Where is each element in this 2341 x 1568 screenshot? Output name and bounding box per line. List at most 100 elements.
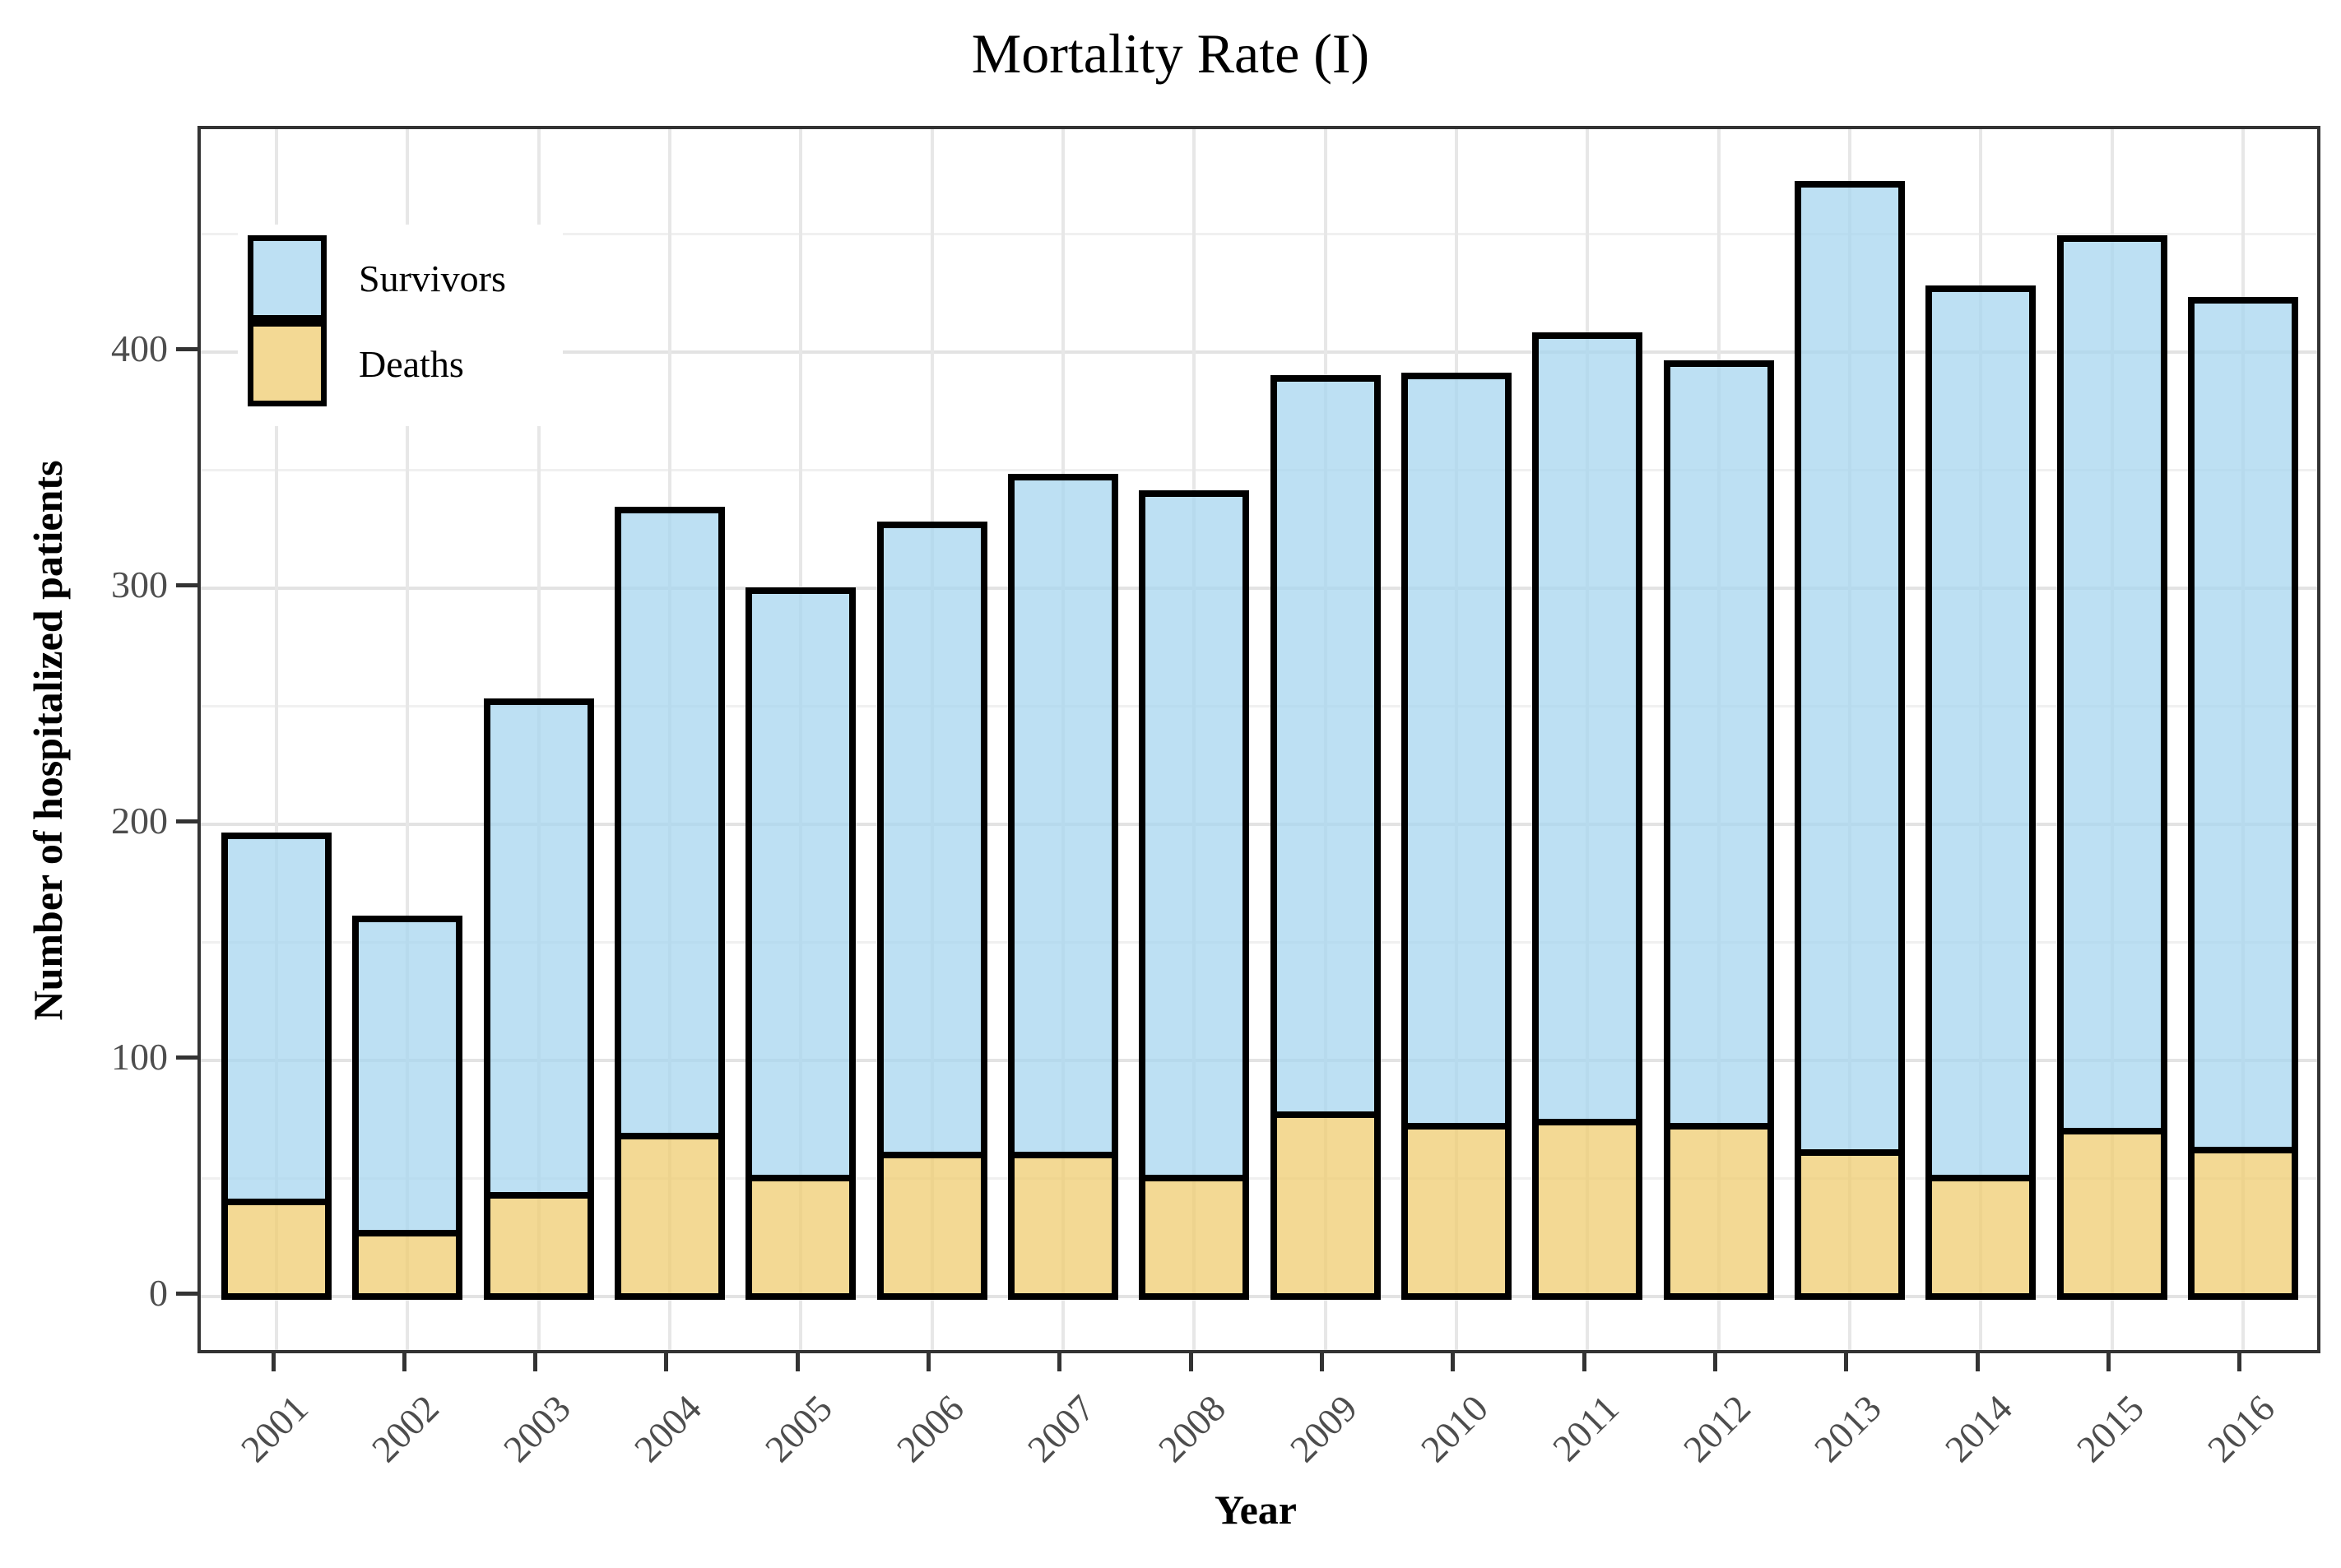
deaths-segment-2011	[1532, 1118, 1643, 1300]
survivors-segment-2002	[352, 915, 463, 1236]
x-tick-label-2013: 2013	[1805, 1386, 1889, 1470]
x-tick-mark-2001	[271, 1350, 276, 1371]
y-tick-mark-400	[176, 346, 197, 351]
x-tick-mark-2007	[1057, 1350, 1062, 1371]
deaths-segment-2004	[614, 1132, 725, 1300]
survivors-segment-2008	[1139, 490, 1250, 1182]
survivors-segment-2006	[876, 521, 987, 1158]
x-tick-mark-2008	[1188, 1350, 1193, 1371]
bar-2006	[876, 521, 987, 1300]
x-tick-mark-2005	[795, 1350, 800, 1371]
major-gridline-y-100	[201, 1059, 2317, 1062]
deaths-segment-2008	[1139, 1175, 1250, 1300]
x-tick-mark-2012	[1713, 1350, 1718, 1371]
x-tick-label-2008: 2008	[1150, 1386, 1234, 1470]
bar-2001	[221, 833, 332, 1300]
bar-2002	[352, 915, 463, 1300]
deaths-segment-2006	[876, 1151, 987, 1300]
bar-2013	[1794, 181, 1905, 1300]
major-gridline-y-300	[201, 587, 2317, 590]
deaths-segment-2009	[1270, 1111, 1381, 1300]
x-tick-mark-2013	[1844, 1350, 1849, 1371]
x-tick-label-2011: 2011	[1544, 1386, 1628, 1469]
x-tick-label-2009: 2009	[1281, 1386, 1365, 1470]
deaths-segment-2012	[1663, 1123, 1774, 1300]
major-gridline-y-200	[201, 823, 2317, 826]
survivors-segment-2016	[2187, 296, 2298, 1154]
survivors-segment-2015	[2056, 235, 2167, 1135]
minor-gridline-y-250	[201, 705, 2317, 707]
bar-2004	[614, 507, 725, 1300]
y-tick-label-100: 100	[111, 1036, 168, 1078]
y-tick-label-0: 0	[149, 1272, 168, 1314]
y-tick-mark-100	[176, 1055, 197, 1060]
x-tick-label-2016: 2016	[2199, 1386, 2283, 1470]
survivors-segment-2009	[1270, 374, 1381, 1118]
y-tick-label-300: 300	[111, 564, 168, 605]
survivors-segment-2007	[1007, 474, 1118, 1158]
survivors-segment-2004	[614, 507, 725, 1139]
x-tick-label-2003: 2003	[495, 1386, 578, 1470]
bar-2011	[1532, 332, 1643, 1300]
x-tick-label-2004: 2004	[625, 1386, 709, 1470]
deaths-segment-2003	[483, 1191, 594, 1300]
x-tick-label-2005: 2005	[757, 1386, 841, 1470]
major-gridline-y-0	[201, 1295, 2317, 1298]
major-gridline-y-400	[201, 350, 2317, 354]
x-tick-mark-2014	[1975, 1350, 1980, 1371]
bar-2003	[483, 698, 594, 1300]
legend-key-deaths-swatch	[248, 321, 327, 406]
survivors-segment-2003	[483, 698, 594, 1199]
x-tick-label-2007: 2007	[1019, 1386, 1103, 1470]
legend-label-deaths: Deaths	[359, 342, 464, 385]
y-tick-mark-200	[176, 819, 197, 823]
plot-panel: Survivors Deaths	[197, 126, 2320, 1353]
x-tick-label-2015: 2015	[2068, 1386, 2152, 1470]
deaths-segment-2015	[2056, 1128, 2167, 1300]
survivors-segment-2005	[745, 587, 857, 1182]
bar-2008	[1139, 490, 1250, 1300]
survivors-segment-2013	[1794, 181, 1905, 1156]
x-tick-label-2010: 2010	[1412, 1386, 1496, 1470]
x-tick-mark-2003	[533, 1350, 538, 1371]
y-tick-label-200: 200	[111, 800, 168, 842]
survivors-segment-2001	[221, 833, 332, 1206]
bar-2009	[1270, 374, 1381, 1300]
x-tick-mark-2006	[927, 1350, 931, 1371]
x-tick-label-2014: 2014	[1937, 1386, 2021, 1470]
y-tick-mark-300	[176, 582, 197, 587]
vertical-gridline-2002	[406, 129, 410, 1350]
deaths-segment-2005	[745, 1175, 857, 1300]
x-tick-label-2001: 2001	[232, 1386, 316, 1470]
minor-gridline-y-50	[201, 1177, 2317, 1180]
deaths-segment-2010	[1400, 1123, 1512, 1300]
x-tick-mark-2004	[664, 1350, 669, 1371]
y-tick-mark-0	[176, 1291, 197, 1296]
x-tick-mark-2011	[1582, 1350, 1586, 1371]
bar-2016	[2187, 296, 2298, 1300]
minor-gridline-y-350	[201, 469, 2317, 471]
bar-2014	[1925, 285, 2037, 1300]
x-tick-label-2012: 2012	[1674, 1386, 1758, 1470]
x-tick-mark-2016	[2237, 1350, 2242, 1371]
legend-key-survivors-swatch	[248, 235, 327, 321]
survivors-segment-2010	[1400, 372, 1512, 1130]
bar-2012	[1663, 360, 1774, 1300]
deaths-segment-2014	[1925, 1175, 2037, 1300]
x-tick-mark-2015	[2106, 1350, 2111, 1371]
bar-2015	[2056, 235, 2167, 1300]
x-tick-label-2002: 2002	[364, 1386, 448, 1470]
x-tick-mark-2010	[1451, 1350, 1456, 1371]
deaths-segment-2016	[2187, 1147, 2298, 1300]
survivors-segment-2014	[1925, 285, 2037, 1182]
survivors-segment-2012	[1663, 360, 1774, 1130]
deaths-segment-2001	[221, 1199, 332, 1300]
y-tick-label-400: 400	[111, 327, 168, 369]
y-axis-title: Number of hospitalized patients	[25, 460, 71, 1021]
deaths-segment-2013	[1794, 1148, 1905, 1300]
minor-gridline-y-150	[201, 941, 2317, 944]
deaths-segment-2002	[352, 1229, 463, 1300]
deaths-segment-2007	[1007, 1151, 1118, 1300]
x-tick-mark-2009	[1320, 1350, 1325, 1371]
survivors-segment-2011	[1532, 332, 1643, 1125]
